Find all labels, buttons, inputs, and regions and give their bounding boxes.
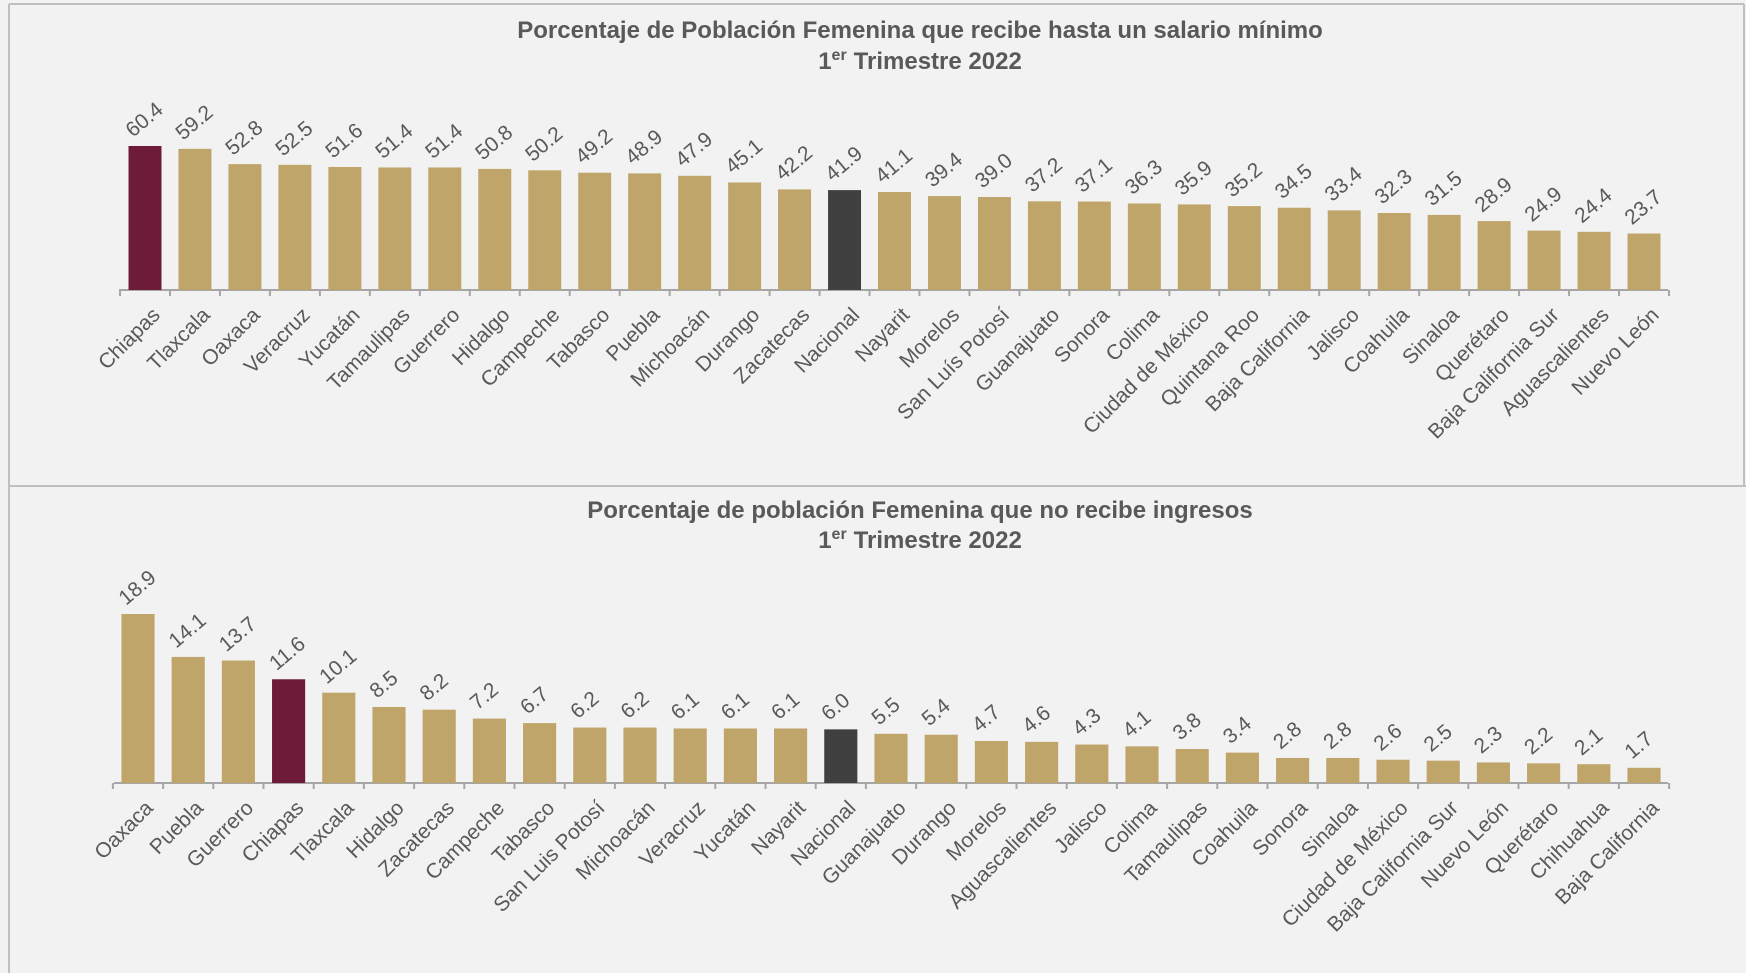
- bar: [874, 733, 908, 783]
- bar: [178, 148, 212, 290]
- bar: [1476, 762, 1510, 783]
- bar: [924, 734, 958, 783]
- bar: [228, 164, 262, 290]
- bar: [378, 167, 412, 290]
- bar: [1577, 231, 1611, 290]
- bar: [523, 723, 557, 783]
- bar: [128, 146, 162, 290]
- bar: [728, 182, 762, 290]
- bar: [1377, 212, 1411, 290]
- bar: [1175, 749, 1209, 783]
- bar: [578, 172, 612, 290]
- bar: [774, 728, 808, 783]
- bar: [328, 166, 362, 290]
- bar: [974, 740, 1008, 783]
- bar: [1627, 233, 1661, 290]
- bar: [1127, 203, 1161, 290]
- bar: [927, 196, 961, 290]
- bar: [1527, 763, 1561, 783]
- bar: [171, 656, 205, 783]
- chart-subtitle: 1er Trimestre 2022: [818, 47, 1022, 75]
- bar: [221, 660, 255, 783]
- bar: [1627, 767, 1661, 783]
- subtitle-part: 1: [818, 48, 831, 75]
- subtitle-part: Trimestre 2022: [854, 48, 1022, 75]
- subtitle-part: Trimestre 2022: [854, 527, 1022, 554]
- bar: [878, 192, 911, 290]
- bar: [1327, 210, 1361, 290]
- bar: [1527, 230, 1561, 290]
- bar: [623, 727, 657, 783]
- bar: [1227, 206, 1261, 290]
- chart-title: Porcentaje de Población Femenina que rec…: [517, 17, 1323, 44]
- bar: [472, 718, 506, 783]
- bar: [1276, 757, 1310, 783]
- subtitle-sup: er: [832, 47, 847, 64]
- bar: [121, 614, 155, 783]
- bar: [828, 190, 862, 290]
- bar: [1077, 201, 1111, 290]
- subtitle-sup: er: [832, 526, 847, 543]
- bar: [1477, 221, 1511, 290]
- bar: [478, 168, 512, 290]
- bar: [278, 164, 312, 290]
- bar: [322, 692, 356, 783]
- chart-subtitle: 1er Trimestre 2022: [818, 526, 1022, 554]
- bar: [1427, 214, 1461, 290]
- bar: [1125, 746, 1159, 783]
- bar: [1277, 207, 1311, 290]
- bar: [1426, 760, 1460, 783]
- bar: [1326, 757, 1360, 783]
- bar: [422, 709, 456, 783]
- bar: [1027, 201, 1061, 290]
- bar: [272, 679, 306, 783]
- subtitle-part: 1: [818, 527, 831, 554]
- bar: [573, 727, 607, 783]
- bar: [673, 728, 707, 783]
- bar: [723, 728, 757, 783]
- bar: [977, 197, 1011, 290]
- bar: [372, 706, 406, 783]
- bar: [1025, 741, 1059, 783]
- bar: [1376, 759, 1410, 783]
- bar: [1075, 744, 1109, 783]
- bar: [778, 189, 812, 290]
- bar: [1177, 204, 1211, 290]
- chart-title: Porcentaje de población Femenina que no …: [587, 497, 1253, 524]
- bar: [1225, 752, 1259, 783]
- bar: [1577, 764, 1611, 783]
- bar: [628, 173, 662, 290]
- bar: [528, 170, 562, 290]
- bar: [678, 175, 712, 290]
- bar: [428, 167, 462, 290]
- bar: [824, 729, 858, 783]
